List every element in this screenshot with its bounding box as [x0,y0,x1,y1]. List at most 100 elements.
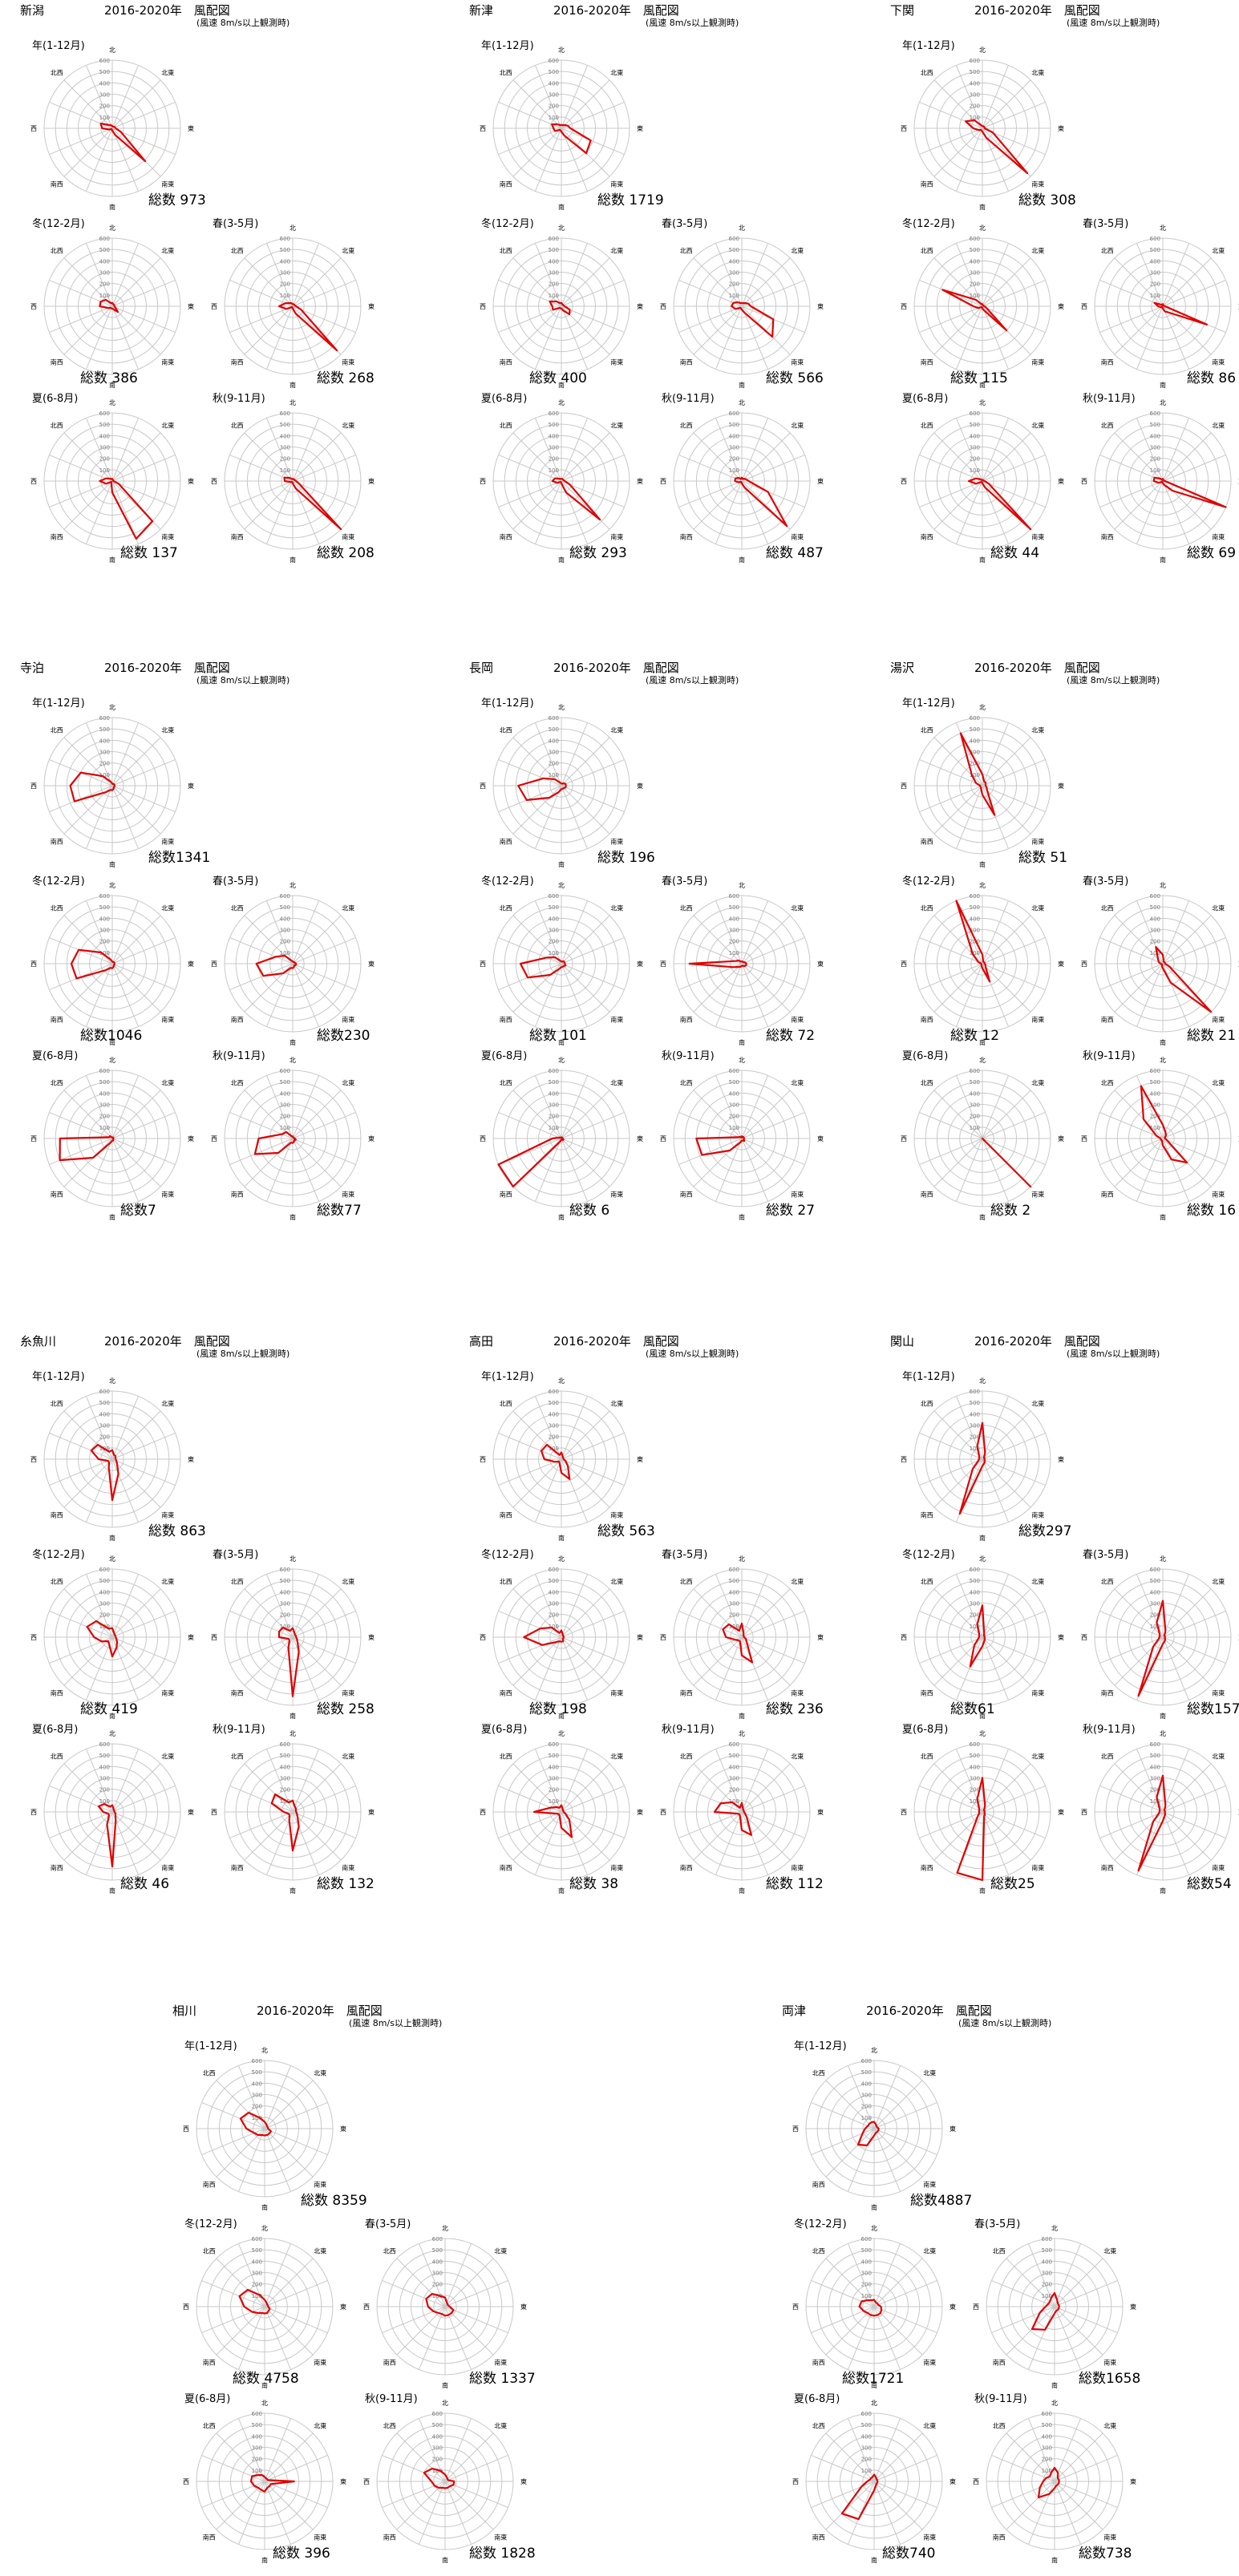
grid-spoke [264,2418,291,2482]
direction-label: 北 [290,1555,296,1563]
direction-label: 南西 [1101,1863,1114,1871]
grid-spoke [693,915,743,964]
grid-spoke [238,2128,265,2192]
direction-label: 北 [739,399,745,406]
grid-spoke [919,1785,983,1813]
grid-spoke [741,1112,805,1139]
wind-frequency-series [967,477,1032,531]
grid-spoke [535,305,562,370]
ring-label: 400 [549,1411,559,1417]
grid-spoke [1136,305,1164,370]
ring-label: 600 [549,1068,559,1074]
direction-label: 北東 [610,1578,623,1586]
ring-label: 400 [1042,2433,1052,2440]
grid-spoke [561,1458,625,1486]
grid-spoke [86,1458,113,1523]
wind-frequency-series [549,300,571,316]
direction-label: 北西 [231,905,244,912]
direction-label: 北 [558,704,565,711]
grid-spoke [919,963,983,990]
grid-spoke [1162,1138,1226,1165]
direction-label: 南東 [791,1015,804,1023]
grid-spoke [933,1090,983,1139]
observation-total: 総数 293 [569,545,627,561]
grid-spoke [444,2481,472,2545]
grid-spoke [111,79,161,129]
grid-spoke [1162,243,1189,307]
direction-label: 北 [1160,399,1166,406]
grid-spoke [498,1433,562,1460]
grid-spoke [1162,963,1189,1027]
direction-label: 西 [901,1135,907,1142]
direction-label: 南東 [610,1510,623,1519]
direction-label: 西 [211,1135,217,1142]
season-label: 夏(6-8月) [32,1724,79,1736]
direction-label: 西 [1081,303,1087,310]
direction-label: 北 [979,882,986,889]
direction-label: 南西 [680,1015,693,1023]
ring-label: 400 [99,738,110,744]
direction-label: 南東 [610,180,623,188]
ring-label: 300 [549,750,559,756]
grid-spoke [63,1458,113,1508]
direction-label: 西 [1081,1809,1087,1816]
wind-frequency-series [283,476,342,531]
ring-label: 500 [99,904,110,911]
grid-spoke [444,2243,472,2307]
ring-label: 500 [1042,2247,1052,2254]
grid-spoke [693,1636,743,1686]
direction-label: 西 [660,303,666,310]
grid-spoke [1162,280,1226,307]
direction-label: 北西 [500,1579,512,1586]
grid-spoke [292,1785,356,1813]
direction-label: 北 [290,1057,296,1064]
grid-spoke [444,2280,508,2307]
grid-spoke [933,737,983,787]
grid-spoke [63,1588,113,1638]
direction-label: 北西 [1101,1579,1114,1586]
grid-spoke [111,1138,139,1202]
direction-label: 南東 [161,532,174,540]
ring-label: 400 [970,433,980,439]
grid-spoke [982,305,1009,370]
wind-frequency-series [734,476,788,528]
direction-label: 北 [558,399,565,406]
direction-label: 東 [949,2303,956,2311]
ring-label: 100 [970,950,980,956]
ring-label: 600 [280,236,290,242]
wind-frequency-series [238,2288,271,2315]
grid-spoke [825,2128,875,2178]
direction-label: 南 [290,1038,296,1046]
direction-label: 南東 [161,358,174,366]
wind-frequency-series [99,298,119,313]
observation-total: 総数 973 [148,192,206,208]
grid-spoke [741,243,768,307]
ring-label: 600 [1150,236,1160,242]
ring-label: 400 [970,738,980,744]
wind-rose-panel: 年(1-12月) 100 200 300 400 500 600 北北東東南東南南西西北西 総数… [480,698,655,868]
observation-total: 総数 6 [569,1203,610,1219]
grid-spoke [982,432,1031,482]
grid-spoke [561,1075,588,1139]
grid-spoke [561,1749,588,1813]
grid-spoke [292,963,319,1027]
grid-spoke [49,1458,113,1486]
wind-rose-panel: 冬(12-2月) 100 200 300 400 500 600 北北東東南東南南西西北西 総数… [30,876,194,1046]
ring-label: 200 [280,1612,290,1619]
grid-spoke [266,480,294,544]
grid-spoke [715,1138,743,1202]
grid-spoke [229,1636,294,1664]
ring-label: 200 [280,939,290,945]
grid-spoke [49,455,113,482]
grid-spoke [238,2481,265,2545]
ring-label: 400 [1150,258,1160,265]
ring-label: 300 [970,1102,980,1109]
wind-rose-panel: 夏(6-8月) 100 200 300 400 500 600 北北東東南東南南西西北西 総数 … [901,393,1064,564]
direction-label: 北西 [51,1401,63,1408]
ring-label: 100 [549,293,559,299]
